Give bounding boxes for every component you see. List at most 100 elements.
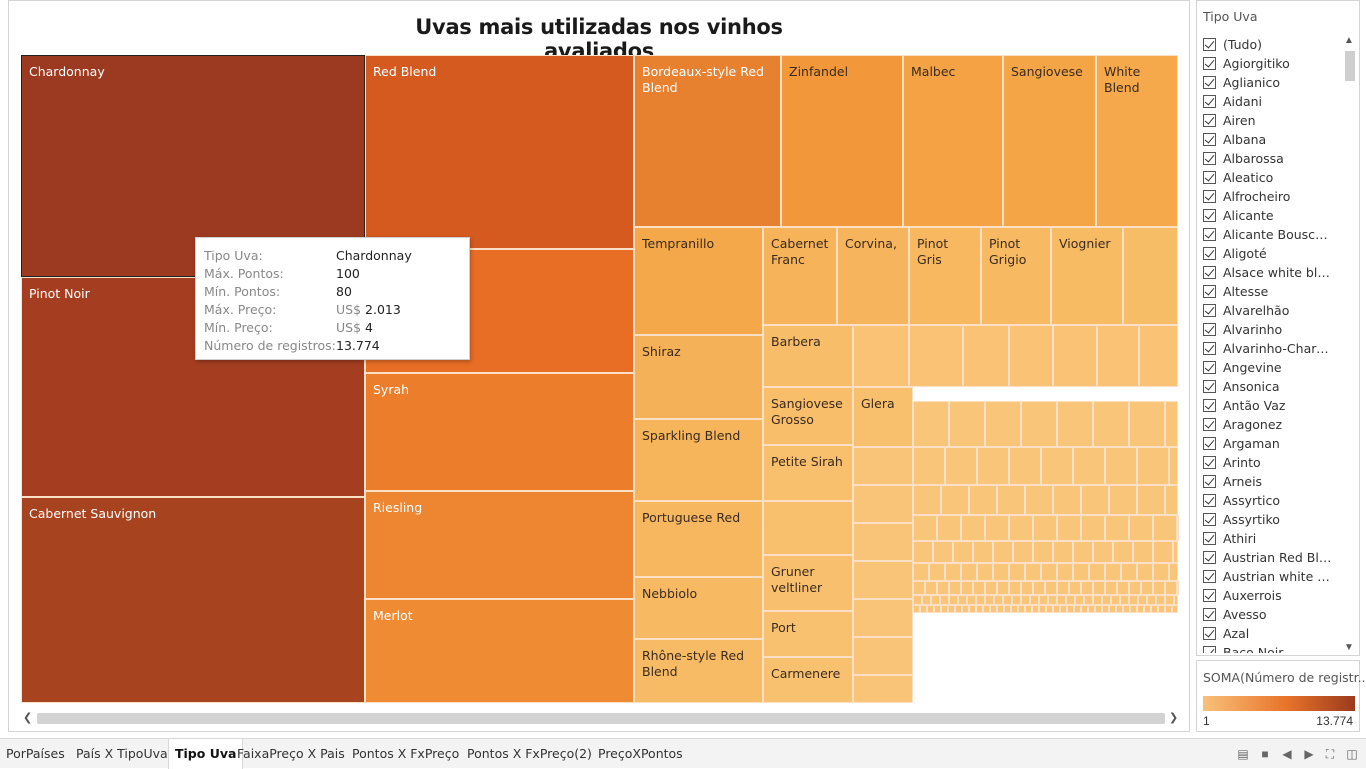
treemap-cell-small[interactable] bbox=[1153, 515, 1177, 541]
treemap-cell-small[interactable] bbox=[929, 563, 945, 581]
treemap-cell[interactable]: Merlot bbox=[365, 599, 634, 703]
filter-item[interactable]: Alicante bbox=[1203, 206, 1343, 225]
sheet-tab[interactable]: PreçoXPontos bbox=[598, 746, 683, 761]
filter-item[interactable]: Aidani bbox=[1203, 92, 1343, 111]
treemap-cell-small[interactable] bbox=[1025, 485, 1053, 515]
filter-item[interactable]: Aragonez bbox=[1203, 415, 1343, 434]
treemap-cell[interactable]: Pinot Gris bbox=[909, 227, 981, 325]
previous-sheet-icon[interactable]: ◀ bbox=[1282, 747, 1292, 761]
filter-item[interactable]: (Tudo) bbox=[1203, 35, 1343, 54]
treemap-cell-small[interactable] bbox=[1009, 515, 1033, 541]
treemap-cell-small[interactable] bbox=[1120, 595, 1129, 605]
treemap-cell-small[interactable] bbox=[1105, 447, 1137, 485]
treemap-cell-small[interactable] bbox=[1153, 541, 1173, 563]
treemap-cell-small[interactable] bbox=[1084, 595, 1093, 605]
checkbox-checked-icon[interactable] bbox=[1203, 608, 1216, 621]
checkbox-checked-icon[interactable] bbox=[1203, 513, 1216, 526]
scroll-left-icon[interactable]: ❮ bbox=[23, 712, 33, 724]
treemap-cell-small[interactable] bbox=[1141, 581, 1153, 595]
filter-item[interactable]: Aleatico bbox=[1203, 168, 1343, 187]
treemap-cell-small[interactable] bbox=[990, 605, 997, 613]
treemap-cell[interactable]: Sangiovese bbox=[1003, 55, 1096, 227]
checkbox-checked-icon[interactable] bbox=[1203, 190, 1216, 203]
treemap-cell-small[interactable] bbox=[1138, 595, 1147, 605]
treemap-cell-small[interactable] bbox=[922, 595, 931, 605]
treemap-cell-small[interactable] bbox=[1039, 605, 1046, 613]
treemap-cell[interactable]: White Blend bbox=[1096, 55, 1178, 227]
treemap-cell-small[interactable] bbox=[1045, 581, 1057, 595]
treemap-cell-small[interactable] bbox=[1139, 325, 1178, 387]
treemap-cell-small[interactable] bbox=[913, 605, 920, 613]
treemap-cell-small[interactable] bbox=[920, 605, 927, 613]
filter-item[interactable]: Baco Noir bbox=[1203, 643, 1343, 653]
treemap-cell-small[interactable] bbox=[1113, 541, 1133, 563]
treemap-cell-small[interactable] bbox=[1129, 581, 1141, 595]
filter-scrollbar[interactable]: ▲ ▼ bbox=[1343, 35, 1357, 653]
filter-item[interactable]: Alvarinho-Chardo... bbox=[1203, 339, 1343, 358]
filter-item[interactable]: Austrian white ble... bbox=[1203, 567, 1343, 586]
sheet-tab[interactable]: Pontos X FxPreço(2) bbox=[467, 746, 592, 761]
treemap-cell[interactable]: Petite Sirah bbox=[763, 445, 853, 501]
filter-item[interactable]: Auxerrois bbox=[1203, 586, 1343, 605]
filter-item[interactable]: Argaman bbox=[1203, 434, 1343, 453]
treemap-cell-small[interactable] bbox=[962, 605, 969, 613]
treemap-cell-small[interactable] bbox=[1009, 563, 1025, 581]
filter-item[interactable]: Alfrocheiro bbox=[1203, 187, 1343, 206]
treemap-cell-small[interactable] bbox=[993, 563, 1009, 581]
treemap-cell[interactable]: Port bbox=[763, 611, 853, 657]
treemap-cell-small[interactable] bbox=[1057, 581, 1069, 595]
treemap-cell-small[interactable] bbox=[1033, 541, 1053, 563]
treemap-cell-small[interactable] bbox=[976, 595, 985, 605]
treemap-cell-small[interactable] bbox=[1093, 595, 1102, 605]
treemap-cell-small[interactable] bbox=[1093, 541, 1113, 563]
treemap-cell-small[interactable] bbox=[853, 599, 913, 637]
treemap-cell-small[interactable] bbox=[1174, 595, 1178, 605]
treemap-cell-small[interactable] bbox=[985, 581, 997, 595]
treemap-cell-small[interactable] bbox=[994, 595, 1003, 605]
treemap-cell-small[interactable] bbox=[1003, 595, 1012, 605]
treemap-cell-small[interactable] bbox=[1105, 581, 1117, 595]
treemap-cell[interactable]: Sangiovese Grosso bbox=[763, 387, 853, 445]
treemap-cell-small[interactable] bbox=[1073, 541, 1093, 563]
treemap-cell-small[interactable] bbox=[1151, 605, 1158, 613]
treemap-cell[interactable]: Glera bbox=[853, 387, 913, 447]
treemap-cell-small[interactable] bbox=[1111, 595, 1120, 605]
treemap-cell-small[interactable] bbox=[1081, 515, 1105, 541]
treemap-cell[interactable]: Red Blend bbox=[365, 55, 634, 249]
treemap-cell-small[interactable] bbox=[1013, 541, 1033, 563]
sheet-tab[interactable]: PorPaíses bbox=[6, 746, 65, 761]
treemap-cell-small[interactable] bbox=[1057, 401, 1093, 447]
treemap-cell-small[interactable] bbox=[853, 561, 913, 599]
treemap-cell-small[interactable] bbox=[945, 447, 977, 485]
treemap-cell-small[interactable] bbox=[913, 447, 945, 485]
filter-item[interactable]: Aglianico bbox=[1203, 73, 1343, 92]
treemap-cell-small[interactable] bbox=[1021, 595, 1030, 605]
treemap-cell-small[interactable] bbox=[973, 541, 993, 563]
treemap-cell-small[interactable] bbox=[961, 515, 985, 541]
treemap-cell-small[interactable] bbox=[1053, 325, 1097, 387]
treemap-cell-small[interactable] bbox=[1105, 563, 1121, 581]
checkbox-checked-icon[interactable] bbox=[1203, 285, 1216, 298]
treemap-cell-small[interactable] bbox=[1057, 515, 1081, 541]
filter-item[interactable]: Albarossa bbox=[1203, 149, 1343, 168]
treemap-cell-small[interactable] bbox=[1093, 581, 1105, 595]
treemap-cell-small[interactable] bbox=[1053, 485, 1081, 515]
treemap-cell-small[interactable] bbox=[934, 605, 941, 613]
treemap-cell-small[interactable] bbox=[1123, 605, 1130, 613]
sheet-tab[interactable]: Pontos X FxPreço bbox=[352, 746, 460, 761]
treemap-cell-small[interactable] bbox=[1009, 325, 1053, 387]
treemap-cell-small[interactable] bbox=[1060, 605, 1067, 613]
treemap-cell-small[interactable] bbox=[949, 401, 985, 447]
treemap-cell-small[interactable] bbox=[948, 605, 955, 613]
treemap-cell-small[interactable] bbox=[1012, 595, 1021, 605]
scrollbar-thumb[interactable] bbox=[37, 713, 1165, 724]
treemap-cell-small[interactable] bbox=[1053, 605, 1060, 613]
treemap-cell-small[interactable] bbox=[1030, 595, 1039, 605]
treemap-cell-small[interactable] bbox=[997, 485, 1025, 515]
treemap-cell-small[interactable] bbox=[985, 515, 1009, 541]
treemap-cell-small[interactable] bbox=[955, 605, 962, 613]
checkbox-checked-icon[interactable] bbox=[1203, 133, 1216, 146]
checkbox-checked-icon[interactable] bbox=[1203, 95, 1216, 108]
treemap-cell-small[interactable] bbox=[1021, 581, 1033, 595]
treemap-cell-small[interactable] bbox=[969, 605, 976, 613]
